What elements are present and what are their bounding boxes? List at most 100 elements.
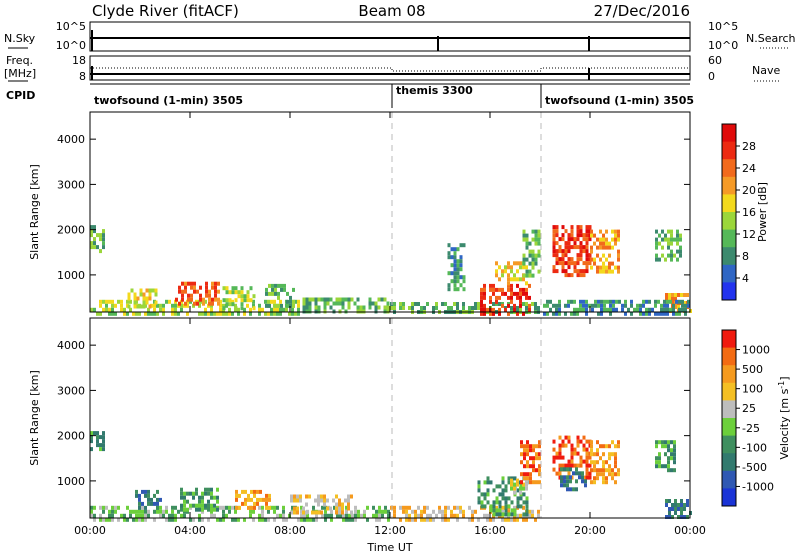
data-cell [292,287,295,292]
data-cell [531,261,535,266]
data-cell [564,273,568,278]
data-cell [338,498,341,503]
data-cell [673,452,676,457]
data-cell [579,225,583,230]
data-cell [222,298,226,303]
data-cell [462,279,466,284]
data-cell [566,479,569,484]
data-cell [345,509,348,514]
data-cell [174,505,177,510]
data-cell [138,493,141,498]
data-cell [570,459,574,464]
data-cell [471,517,474,522]
data-cell [538,480,541,485]
data-cell [347,305,351,310]
data-cell [573,261,577,266]
data-cell [447,517,450,522]
data-cell [114,509,117,514]
data-cell [195,487,198,492]
data-cell [520,452,523,457]
data-cell [558,447,562,452]
data-cell [669,307,672,312]
data-cell [680,503,683,507]
data-cell [525,478,528,483]
data-cell [390,306,393,310]
data-cell [570,273,574,278]
velocity-x-ticks: 00:00 04:00 08:00 12:00 16:00 20:00 00:00 [74,318,706,537]
data-cell [283,283,286,288]
data-cell [683,507,686,511]
y-tick-label: 1000 [57,475,85,488]
data-cell [507,277,510,282]
data-cell [210,507,213,512]
data-cell [459,275,463,280]
data-cell [477,302,480,306]
data-cell [225,298,229,303]
data-cell [268,291,271,296]
data-cell [658,257,661,262]
data-cell [213,495,216,500]
data-cell [599,229,602,234]
data-cell [525,295,528,300]
data-cell [585,463,589,468]
data-cell [570,455,574,460]
data-cell [655,257,658,262]
data-cell [249,311,252,316]
data-cell [507,496,511,501]
data-cell [573,299,576,304]
data-cell [180,513,183,518]
data-cell [357,509,360,514]
data-cell [520,444,523,449]
data-cell [204,503,207,508]
data-cell [205,289,208,294]
data-cell [575,487,578,492]
colorbar-segment [722,330,736,349]
data-cell [156,509,159,514]
data-cell [679,245,682,250]
data-cell [560,467,563,472]
data-cell [154,300,158,305]
data-cell [510,476,514,481]
data-cell [590,468,593,473]
data-cell [585,459,589,464]
data-cell [240,294,244,299]
data-cell [293,506,296,511]
data-cell [302,297,306,302]
data-cell [584,479,587,484]
data-cell [225,302,229,307]
data-cell [528,307,531,312]
data-cell [246,298,250,303]
data-cell [582,299,585,304]
data-cell [480,492,484,497]
data-cell [666,307,669,312]
data-cell [585,311,588,316]
data-cell [538,440,541,445]
data-cell [178,289,181,294]
colorbar-segment [722,347,736,366]
data-cell [362,305,366,310]
data-cell [432,509,435,514]
data-cell [555,249,559,254]
data-cell [570,463,574,468]
data-cell [537,513,540,518]
data-cell [156,489,159,494]
data-cell [495,273,498,278]
data-cell [579,269,583,274]
data-cell [670,233,673,238]
data-cell [268,493,271,498]
data-cell [147,307,150,312]
data-cell [193,289,196,294]
data-cell [456,287,460,292]
data-cell [201,495,204,500]
data-cell [522,492,526,497]
data-cell [256,501,259,506]
data-cell [378,513,381,518]
data-cell [253,489,256,494]
data-cell [555,455,559,460]
data-cell [387,513,390,518]
data-cell [270,311,273,316]
data-cell [459,255,463,260]
data-cell [222,513,225,518]
data-cell [219,505,222,510]
colorbar-tick-label: 20 [742,184,756,197]
